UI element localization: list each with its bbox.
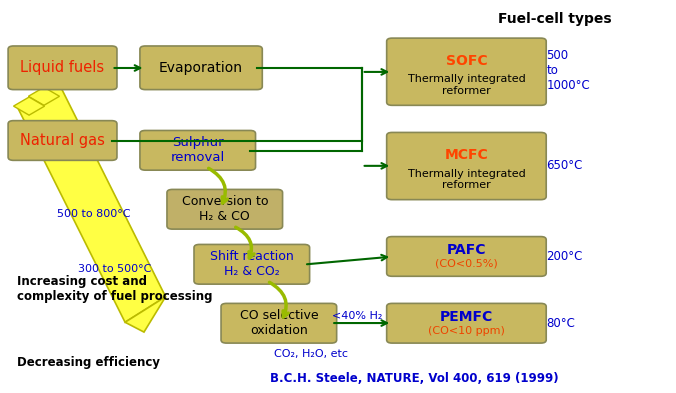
FancyBboxPatch shape: [8, 121, 117, 160]
Text: Liquid fuels: Liquid fuels: [20, 60, 105, 75]
Text: Thermally integrated
reformer: Thermally integrated reformer: [408, 74, 525, 96]
Polygon shape: [17, 81, 166, 322]
Text: CO₂, H₂O, etc: CO₂, H₂O, etc: [274, 349, 348, 359]
FancyBboxPatch shape: [387, 237, 546, 276]
Polygon shape: [14, 97, 45, 115]
Text: Fuel-cell types: Fuel-cell types: [498, 12, 611, 26]
Text: 300 to 500°C: 300 to 500°C: [78, 264, 151, 274]
FancyBboxPatch shape: [387, 132, 546, 200]
Text: SOFC: SOFC: [445, 54, 487, 68]
Text: (CO<10 ppm): (CO<10 ppm): [428, 325, 505, 336]
Polygon shape: [125, 297, 166, 332]
FancyBboxPatch shape: [167, 189, 283, 229]
Text: MCFC: MCFC: [445, 148, 488, 162]
FancyBboxPatch shape: [221, 303, 337, 343]
Text: 650°C: 650°C: [546, 159, 583, 173]
FancyBboxPatch shape: [8, 46, 117, 90]
FancyBboxPatch shape: [194, 244, 310, 284]
Text: CO selective
oxidation: CO selective oxidation: [239, 309, 318, 337]
FancyBboxPatch shape: [387, 38, 546, 105]
Text: 200°C: 200°C: [546, 250, 583, 263]
Text: Decreasing efficiency: Decreasing efficiency: [17, 356, 160, 369]
Text: Increasing cost and
complexity of fuel processing: Increasing cost and complexity of fuel p…: [17, 275, 212, 303]
Text: 80°C: 80°C: [546, 316, 575, 330]
FancyBboxPatch shape: [140, 46, 262, 90]
Text: <40% H₂: <40% H₂: [332, 311, 382, 321]
Text: Sulphur
removal: Sulphur removal: [170, 136, 225, 164]
Text: 500
to
1000°C: 500 to 1000°C: [546, 49, 590, 92]
Text: Thermally integrated
reformer: Thermally integrated reformer: [408, 169, 525, 190]
FancyBboxPatch shape: [140, 130, 256, 170]
Text: PAFC: PAFC: [447, 243, 486, 257]
Text: Evaporation: Evaporation: [159, 61, 243, 75]
Text: Natural gas: Natural gas: [20, 133, 105, 148]
Text: (CO<0.5%): (CO<0.5%): [435, 259, 498, 269]
Text: B.C.H. Steele, NATURE, Vol 400, 619 (1999): B.C.H. Steele, NATURE, Vol 400, 619 (199…: [270, 372, 559, 385]
Text: Conversion to
H₂ & CO: Conversion to H₂ & CO: [182, 195, 268, 223]
Text: PEMFC: PEMFC: [440, 310, 493, 324]
Text: Shift reaction
H₂ & CO₂: Shift reaction H₂ & CO₂: [210, 250, 293, 278]
Polygon shape: [28, 87, 59, 105]
Text: 500 to 800°C: 500 to 800°C: [57, 209, 131, 219]
FancyBboxPatch shape: [387, 303, 546, 343]
